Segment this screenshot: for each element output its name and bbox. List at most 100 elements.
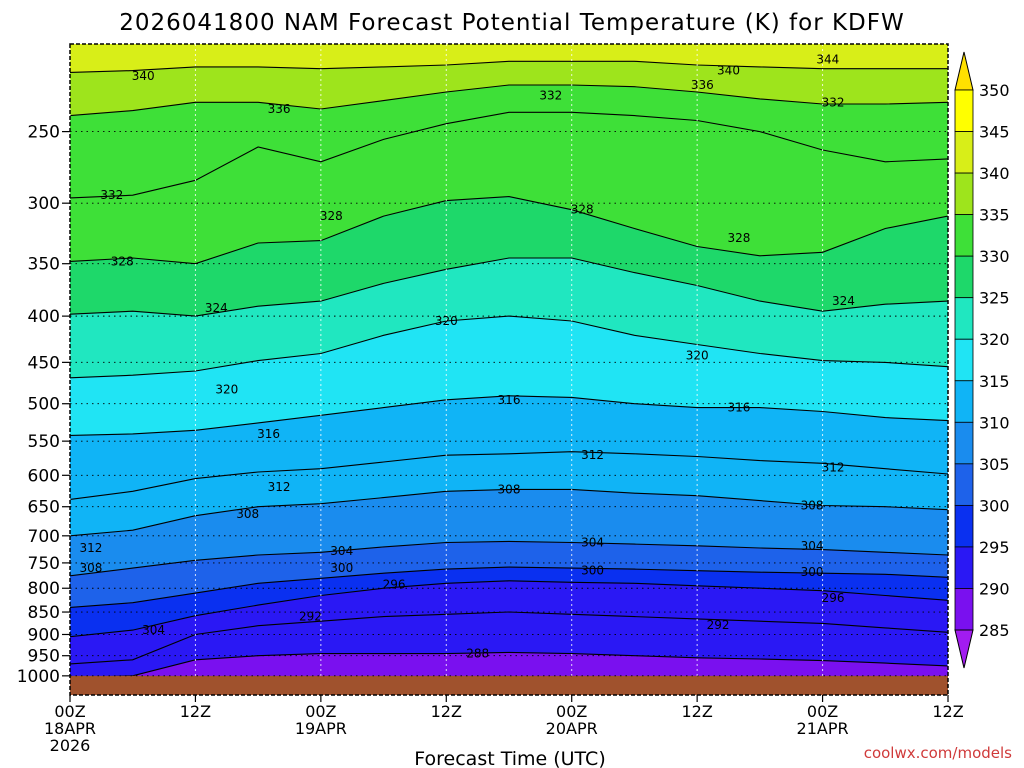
x-tick-label-h72: 00Z 21APR: [797, 702, 849, 738]
contour-label-292: 292: [707, 618, 730, 632]
colorbar-swatch-5: [954, 421, 974, 465]
x-tick-label-h24: 00Z 19APR: [295, 702, 347, 738]
contour-label-308: 308: [79, 561, 102, 575]
contour-label-312: 312: [79, 541, 102, 555]
contour-label-320: 320: [686, 348, 709, 362]
colorbar-label-315: 315: [979, 372, 1010, 391]
colorbar-label-310: 310: [979, 413, 1010, 432]
contour-332: [70, 111, 948, 199]
contour-label-312: 312: [268, 480, 291, 494]
colorbar-swatch-2: [954, 546, 974, 589]
colorbar-swatch-6: [954, 380, 974, 423]
colorbar-swatch-10: [954, 214, 974, 257]
contour-label-312: 312: [822, 460, 845, 474]
colorbar-label-320: 320: [979, 330, 1010, 349]
y-tick-label-900: 900: [28, 625, 60, 645]
colorbar-swatch-3: [954, 504, 974, 548]
colorbar-swatch-11: [954, 172, 974, 216]
contour-label-304: 304: [330, 544, 353, 558]
y-tick-label-400: 400: [28, 307, 60, 327]
colorbar-label-335: 335: [979, 206, 1010, 225]
contour-label-296: 296: [383, 577, 406, 591]
contour-324: [70, 257, 948, 317]
y-tick-label-300: 300: [28, 194, 60, 214]
y-tick-label-1000: 1000: [17, 667, 60, 687]
y-tick-label-650: 650: [28, 498, 60, 518]
y-tick-label-450: 450: [28, 353, 60, 373]
contour-label-300: 300: [581, 564, 604, 578]
chart-title: 2026041800 NAM Forecast Potential Temper…: [119, 10, 905, 36]
contour-label-304: 304: [801, 539, 824, 553]
y-tick-label-500: 500: [28, 395, 60, 415]
colorbar-swatch-8: [954, 297, 974, 340]
x-tick-label-h84: 12Z: [932, 702, 963, 721]
colorbar-label-285: 285: [979, 621, 1010, 640]
colorbar-label-300: 300: [979, 496, 1010, 515]
contour-296: [70, 580, 948, 638]
y-tick-label-350: 350: [28, 255, 60, 275]
colorbar-swatch-4: [954, 463, 974, 506]
contour-340: [70, 60, 948, 73]
contour-label-328: 328: [320, 209, 343, 223]
contour-label-320: 320: [435, 314, 458, 328]
colorbar-label-345: 345: [979, 123, 1010, 142]
contour-292: [70, 611, 948, 665]
x-tick-label-h36: 12Z: [431, 702, 462, 721]
contour-300: [70, 566, 948, 608]
y-tick-label-250: 250: [28, 123, 60, 143]
contour-line-layer: [70, 60, 948, 679]
contour-label-296: 296: [822, 591, 845, 605]
contour-label-312: 312: [581, 448, 604, 462]
x-tick-label-h0: 00Z 18APR 2026: [44, 702, 96, 755]
contour-label-288: 288: [466, 647, 489, 661]
colorbar-swatch-7: [954, 338, 974, 382]
colorbar-swatch-1: [954, 588, 974, 631]
colorbar-cap-top: [954, 51, 974, 91]
contour-label-340: 340: [717, 64, 740, 78]
contour-label-336: 336: [691, 78, 714, 92]
colorbar-label-330: 330: [979, 247, 1010, 266]
x-tick-label-h48: 00Z 20APR: [546, 702, 598, 738]
colorbar-swatch-12: [954, 131, 974, 174]
contour-label-292: 292: [299, 610, 322, 624]
contour-label-316: 316: [498, 393, 521, 407]
contour-288: [70, 651, 948, 679]
colorbar-label-350: 350: [979, 81, 1010, 100]
contour-label-328: 328: [111, 254, 134, 268]
colorbar-label-325: 325: [979, 289, 1010, 308]
colorbar-label-290: 290: [979, 579, 1010, 598]
contour-304: [70, 540, 948, 577]
contour-320: [70, 315, 948, 379]
contour-316: [70, 395, 948, 436]
x-axis-label: Forecast Time (UTC): [414, 748, 605, 768]
x-tick-label-h12: 12Z: [180, 702, 211, 721]
credit-text: coolwx.com/models: [864, 744, 1012, 762]
contour-label-332: 332: [539, 88, 562, 102]
y-tick-label-750: 750: [28, 554, 60, 574]
ground-surface: [70, 675, 948, 695]
contour-328: [70, 196, 948, 265]
contour-label-300: 300: [330, 561, 353, 575]
y-tick-label-950: 950: [28, 647, 60, 667]
x-tick-label-h60: 12Z: [681, 702, 712, 721]
contour-label-324: 324: [205, 301, 228, 315]
y-tick-label-550: 550: [28, 432, 60, 452]
plot-frame: [69, 43, 949, 696]
contour-308: [70, 488, 948, 537]
contour-label-332: 332: [100, 188, 123, 202]
contour-label-332: 332: [822, 95, 845, 109]
contour-label-304: 304: [581, 535, 604, 549]
y-tick-label-850: 850: [28, 603, 60, 623]
colorbar-label-295: 295: [979, 538, 1010, 557]
y-tick-label-600: 600: [28, 466, 60, 486]
colorbar-swatch-13: [954, 89, 974, 132]
contour-label-336: 336: [268, 102, 291, 116]
contour-312: [70, 451, 948, 500]
y-tick-label-800: 800: [28, 579, 60, 599]
colorbar-cap-bottom: [954, 629, 974, 669]
contour-label-328: 328: [571, 203, 594, 217]
contour-label-304: 304: [142, 623, 165, 637]
